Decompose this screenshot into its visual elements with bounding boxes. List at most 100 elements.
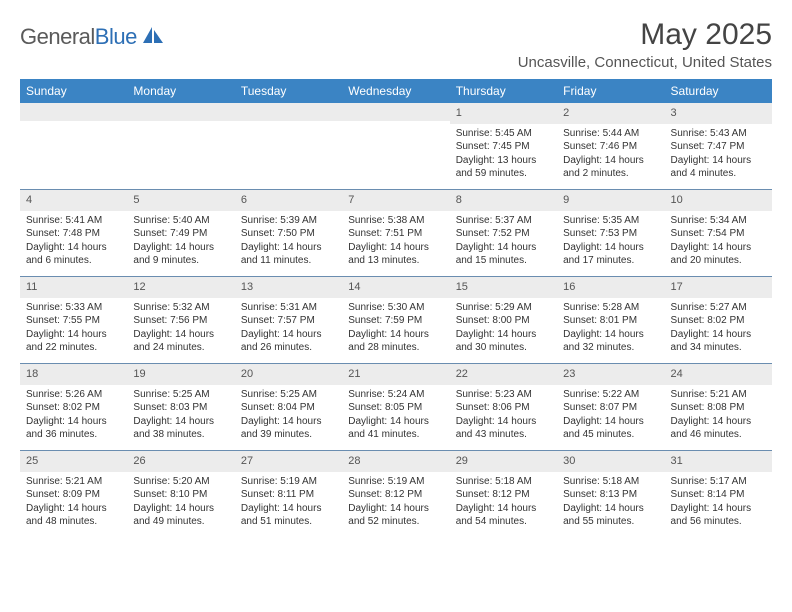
sunset-text: Sunset: 8:07 PM	[563, 401, 658, 415]
day-body: Sunrise: 5:38 AMSunset: 7:51 PMDaylight:…	[342, 211, 449, 274]
sunrise-text: Sunrise: 5:38 AM	[348, 214, 443, 228]
sunrise-text: Sunrise: 5:25 AM	[241, 388, 336, 402]
sunrise-text: Sunrise: 5:37 AM	[456, 214, 551, 228]
day-body: Sunrise: 5:32 AMSunset: 7:56 PMDaylight:…	[127, 298, 234, 361]
day-body: Sunrise: 5:39 AMSunset: 7:50 PMDaylight:…	[235, 211, 342, 274]
sunrise-text: Sunrise: 5:30 AM	[348, 301, 443, 315]
day-body	[342, 121, 449, 181]
day-number: 25	[20, 451, 127, 472]
sunset-text: Sunset: 8:14 PM	[671, 488, 766, 502]
calendar-week: 1Sunrise: 5:45 AMSunset: 7:45 PMDaylight…	[20, 103, 772, 190]
sunset-text: Sunset: 8:03 PM	[133, 401, 228, 415]
daylight-text: Daylight: 14 hours and 41 minutes.	[348, 415, 443, 442]
day-body: Sunrise: 5:25 AMSunset: 8:03 PMDaylight:…	[127, 385, 234, 448]
sunrise-text: Sunrise: 5:39 AM	[241, 214, 336, 228]
day-number: 8	[450, 190, 557, 211]
day-body: Sunrise: 5:25 AMSunset: 8:04 PMDaylight:…	[235, 385, 342, 448]
day-number: 23	[557, 364, 664, 385]
sunrise-text: Sunrise: 5:18 AM	[456, 475, 551, 489]
calendar-day: 4Sunrise: 5:41 AMSunset: 7:48 PMDaylight…	[20, 190, 127, 276]
daylight-text: Daylight: 14 hours and 6 minutes.	[26, 241, 121, 268]
day-body: Sunrise: 5:31 AMSunset: 7:57 PMDaylight:…	[235, 298, 342, 361]
sunrise-text: Sunrise: 5:17 AM	[671, 475, 766, 489]
day-body: Sunrise: 5:21 AMSunset: 8:09 PMDaylight:…	[20, 472, 127, 535]
calendar-day: 12Sunrise: 5:32 AMSunset: 7:56 PMDayligh…	[127, 277, 234, 363]
calendar-day: 3Sunrise: 5:43 AMSunset: 7:47 PMDaylight…	[665, 103, 772, 189]
header: GeneralBlue May 2025 Uncasville, Connect…	[20, 18, 772, 71]
day-number: 4	[20, 190, 127, 211]
day-number: 7	[342, 190, 449, 211]
calendar-day: 13Sunrise: 5:31 AMSunset: 7:57 PMDayligh…	[235, 277, 342, 363]
logo-text: GeneralBlue	[20, 24, 137, 50]
calendar-day: 9Sunrise: 5:35 AMSunset: 7:53 PMDaylight…	[557, 190, 664, 276]
sunset-text: Sunset: 8:12 PM	[348, 488, 443, 502]
sunset-text: Sunset: 7:45 PM	[456, 140, 551, 154]
daylight-text: Daylight: 14 hours and 48 minutes.	[26, 502, 121, 529]
day-body: Sunrise: 5:18 AMSunset: 8:13 PMDaylight:…	[557, 472, 664, 535]
sunset-text: Sunset: 8:12 PM	[456, 488, 551, 502]
day-number: 21	[342, 364, 449, 385]
daylight-text: Daylight: 14 hours and 34 minutes.	[671, 328, 766, 355]
sunset-text: Sunset: 8:01 PM	[563, 314, 658, 328]
day-number: 31	[665, 451, 772, 472]
day-number: 9	[557, 190, 664, 211]
daylight-text: Daylight: 14 hours and 24 minutes.	[133, 328, 228, 355]
weekday-header: Tuesday	[235, 79, 342, 103]
sunset-text: Sunset: 8:09 PM	[26, 488, 121, 502]
logo-text-blue: Blue	[95, 24, 137, 49]
sunrise-text: Sunrise: 5:31 AM	[241, 301, 336, 315]
daylight-text: Daylight: 14 hours and 49 minutes.	[133, 502, 228, 529]
day-body: Sunrise: 5:29 AMSunset: 8:00 PMDaylight:…	[450, 298, 557, 361]
day-number: 13	[235, 277, 342, 298]
logo: GeneralBlue	[20, 24, 165, 50]
sunrise-text: Sunrise: 5:22 AM	[563, 388, 658, 402]
weekday-header: Wednesday	[342, 79, 449, 103]
daylight-text: Daylight: 14 hours and 38 minutes.	[133, 415, 228, 442]
sunset-text: Sunset: 8:08 PM	[671, 401, 766, 415]
day-number: 5	[127, 190, 234, 211]
daylight-text: Daylight: 14 hours and 15 minutes.	[456, 241, 551, 268]
sunrise-text: Sunrise: 5:26 AM	[26, 388, 121, 402]
day-number: 24	[665, 364, 772, 385]
day-body: Sunrise: 5:41 AMSunset: 7:48 PMDaylight:…	[20, 211, 127, 274]
sail-icon	[141, 25, 165, 50]
day-body: Sunrise: 5:19 AMSunset: 8:12 PMDaylight:…	[342, 472, 449, 535]
sunset-text: Sunset: 7:55 PM	[26, 314, 121, 328]
calendar-day: 20Sunrise: 5:25 AMSunset: 8:04 PMDayligh…	[235, 364, 342, 450]
calendar-week: 11Sunrise: 5:33 AMSunset: 7:55 PMDayligh…	[20, 277, 772, 364]
sunrise-text: Sunrise: 5:28 AM	[563, 301, 658, 315]
calendar-day: 7Sunrise: 5:38 AMSunset: 7:51 PMDaylight…	[342, 190, 449, 276]
calendar-day	[342, 103, 449, 189]
sunrise-text: Sunrise: 5:19 AM	[241, 475, 336, 489]
sunset-text: Sunset: 7:51 PM	[348, 227, 443, 241]
day-body: Sunrise: 5:33 AMSunset: 7:55 PMDaylight:…	[20, 298, 127, 361]
sunset-text: Sunset: 8:10 PM	[133, 488, 228, 502]
sunrise-text: Sunrise: 5:24 AM	[348, 388, 443, 402]
calendar-week: 18Sunrise: 5:26 AMSunset: 8:02 PMDayligh…	[20, 364, 772, 451]
day-body: Sunrise: 5:17 AMSunset: 8:14 PMDaylight:…	[665, 472, 772, 535]
day-number: 2	[557, 103, 664, 124]
day-number	[127, 103, 234, 121]
day-number: 22	[450, 364, 557, 385]
calendar-day: 26Sunrise: 5:20 AMSunset: 8:10 PMDayligh…	[127, 451, 234, 537]
daylight-text: Daylight: 14 hours and 32 minutes.	[563, 328, 658, 355]
daylight-text: Daylight: 14 hours and 45 minutes.	[563, 415, 658, 442]
day-body	[20, 121, 127, 181]
calendar-day: 19Sunrise: 5:25 AMSunset: 8:03 PMDayligh…	[127, 364, 234, 450]
sunrise-text: Sunrise: 5:45 AM	[456, 127, 551, 141]
sunrise-text: Sunrise: 5:40 AM	[133, 214, 228, 228]
sunrise-text: Sunrise: 5:44 AM	[563, 127, 658, 141]
day-number	[20, 103, 127, 121]
location: Uncasville, Connecticut, United States	[518, 54, 772, 71]
sunset-text: Sunset: 7:46 PM	[563, 140, 658, 154]
weekday-header: Thursday	[450, 79, 557, 103]
daylight-text: Daylight: 14 hours and 30 minutes.	[456, 328, 551, 355]
calendar-day: 29Sunrise: 5:18 AMSunset: 8:12 PMDayligh…	[450, 451, 557, 537]
day-body: Sunrise: 5:37 AMSunset: 7:52 PMDaylight:…	[450, 211, 557, 274]
day-number: 10	[665, 190, 772, 211]
weekday-header: Sunday	[20, 79, 127, 103]
day-body: Sunrise: 5:28 AMSunset: 8:01 PMDaylight:…	[557, 298, 664, 361]
sunset-text: Sunset: 8:04 PM	[241, 401, 336, 415]
calendar-day: 1Sunrise: 5:45 AMSunset: 7:45 PMDaylight…	[450, 103, 557, 189]
sunset-text: Sunset: 8:00 PM	[456, 314, 551, 328]
